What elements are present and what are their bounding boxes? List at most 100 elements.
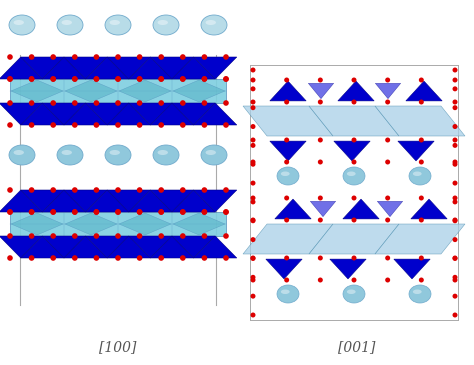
Circle shape <box>284 77 289 82</box>
Text: [100]: [100] <box>100 340 137 354</box>
Circle shape <box>158 100 164 106</box>
Circle shape <box>93 54 99 60</box>
Circle shape <box>223 233 229 239</box>
Circle shape <box>93 76 99 82</box>
Polygon shape <box>330 259 366 279</box>
Circle shape <box>180 76 186 82</box>
Circle shape <box>50 209 56 215</box>
Circle shape <box>137 100 142 106</box>
Circle shape <box>223 100 229 106</box>
Circle shape <box>453 255 457 261</box>
Circle shape <box>223 187 229 193</box>
Circle shape <box>453 124 457 129</box>
Circle shape <box>180 54 186 60</box>
Polygon shape <box>107 236 150 258</box>
Polygon shape <box>64 236 107 258</box>
Polygon shape <box>42 103 86 125</box>
Circle shape <box>180 255 186 261</box>
Circle shape <box>250 277 255 283</box>
Circle shape <box>137 76 142 82</box>
Circle shape <box>352 218 356 223</box>
Text: [001]: [001] <box>338 340 375 354</box>
Polygon shape <box>129 190 172 212</box>
Polygon shape <box>243 106 333 136</box>
Circle shape <box>180 233 186 239</box>
Circle shape <box>419 160 424 165</box>
Circle shape <box>453 237 457 242</box>
Circle shape <box>201 54 207 60</box>
Ellipse shape <box>277 167 299 185</box>
Circle shape <box>352 277 356 283</box>
Circle shape <box>385 100 390 104</box>
Ellipse shape <box>57 15 83 35</box>
Circle shape <box>453 312 457 318</box>
Circle shape <box>72 255 78 261</box>
Circle shape <box>158 209 164 215</box>
Circle shape <box>250 275 255 280</box>
Circle shape <box>115 100 121 106</box>
Circle shape <box>385 218 390 223</box>
Circle shape <box>318 277 323 283</box>
Polygon shape <box>65 80 117 102</box>
Polygon shape <box>334 141 370 161</box>
Circle shape <box>318 100 323 104</box>
Circle shape <box>284 138 289 142</box>
Polygon shape <box>10 212 226 236</box>
Circle shape <box>137 122 142 128</box>
Polygon shape <box>64 103 107 125</box>
Circle shape <box>7 122 13 128</box>
Circle shape <box>29 209 35 215</box>
Polygon shape <box>11 80 63 102</box>
Ellipse shape <box>413 172 422 176</box>
Polygon shape <box>173 213 225 235</box>
Polygon shape <box>150 57 193 79</box>
Polygon shape <box>21 236 64 258</box>
Circle shape <box>223 209 229 215</box>
Circle shape <box>201 233 207 239</box>
Circle shape <box>453 256 457 261</box>
Circle shape <box>158 76 164 82</box>
Circle shape <box>250 199 255 204</box>
Circle shape <box>453 138 457 142</box>
Circle shape <box>29 76 35 82</box>
Circle shape <box>7 209 13 215</box>
Circle shape <box>137 209 142 215</box>
Circle shape <box>29 255 35 261</box>
Polygon shape <box>86 236 129 258</box>
Circle shape <box>284 277 289 283</box>
Polygon shape <box>375 224 465 254</box>
Circle shape <box>453 68 457 73</box>
Polygon shape <box>310 201 336 217</box>
Circle shape <box>250 181 255 185</box>
Circle shape <box>158 76 164 82</box>
Polygon shape <box>377 201 403 217</box>
Circle shape <box>7 54 13 60</box>
Ellipse shape <box>413 289 422 294</box>
Circle shape <box>180 100 186 106</box>
Polygon shape <box>343 199 379 219</box>
Circle shape <box>201 187 207 193</box>
Circle shape <box>93 209 99 215</box>
Ellipse shape <box>277 285 299 303</box>
Polygon shape <box>0 236 42 258</box>
Polygon shape <box>86 103 129 125</box>
Circle shape <box>29 100 35 106</box>
Circle shape <box>93 255 99 261</box>
Circle shape <box>158 122 164 128</box>
Polygon shape <box>398 141 434 161</box>
Ellipse shape <box>9 15 35 35</box>
Circle shape <box>250 218 255 223</box>
Circle shape <box>93 122 99 128</box>
Circle shape <box>115 122 121 128</box>
Circle shape <box>223 209 229 215</box>
Ellipse shape <box>347 289 356 294</box>
Ellipse shape <box>62 150 72 155</box>
Polygon shape <box>129 57 172 79</box>
Circle shape <box>250 255 255 261</box>
Circle shape <box>453 181 457 185</box>
Circle shape <box>250 160 255 165</box>
Polygon shape <box>394 259 430 279</box>
Polygon shape <box>375 83 401 99</box>
Circle shape <box>385 160 390 165</box>
Circle shape <box>453 277 457 283</box>
